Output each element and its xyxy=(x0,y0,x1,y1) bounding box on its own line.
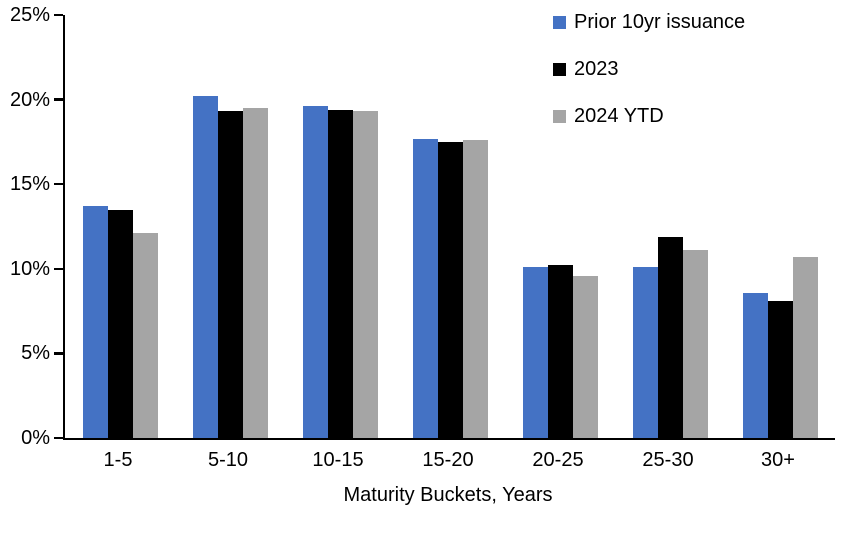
bar-2024-ytd xyxy=(132,233,158,438)
bar-groups xyxy=(65,15,835,438)
bar-2024-ytd xyxy=(352,111,378,438)
bar-group xyxy=(615,15,725,438)
bar-group xyxy=(505,15,615,438)
bar-2024-ytd xyxy=(462,140,488,438)
bar-prior-10yr-issuance xyxy=(82,206,108,438)
y-axis-tick-label: 25% xyxy=(9,4,50,26)
legend-swatch-icon xyxy=(553,15,566,29)
x-axis-tick-label: 25-30 xyxy=(642,449,694,471)
bar-prior-10yr-issuance xyxy=(302,106,328,438)
legend-item: Prior 10yr issuance xyxy=(553,10,745,34)
bar-2024-ytd xyxy=(572,275,598,438)
legend-item: 2023 xyxy=(553,57,745,81)
bar-2024-ytd xyxy=(242,108,268,438)
legend-label: 2024 YTD xyxy=(574,104,664,127)
y-axis-tick xyxy=(54,182,63,186)
legend-swatch-icon xyxy=(553,109,566,123)
y-axis-labels: 0% 5% 10% 15% 20% 25% xyxy=(0,4,50,449)
y-axis-tick-label: 10% xyxy=(9,257,50,280)
y-axis-tick xyxy=(54,98,63,101)
bar-group xyxy=(65,15,175,438)
bar-group xyxy=(725,15,835,438)
bar-group xyxy=(175,15,285,438)
y-axis-tick xyxy=(54,436,63,440)
legend: Prior 10yr issuance 2023 2024 YTD xyxy=(553,10,745,151)
x-axis-tick-label: 15-20 xyxy=(422,449,474,471)
bar-2023 xyxy=(767,300,793,438)
bar-prior-10yr-issuance xyxy=(632,267,658,438)
x-axis-tick-label: 20-25 xyxy=(532,449,584,471)
bar-2024-ytd xyxy=(792,256,818,438)
bar-prior-10yr-issuance xyxy=(742,292,768,438)
bar-group xyxy=(395,15,505,438)
y-axis-tick-label: 20% xyxy=(9,88,50,111)
bar-2023 xyxy=(327,109,353,438)
y-axis-tick-label: 5% xyxy=(21,342,50,365)
x-axis-labels: 1-5 5-10 10-15 15-20 20-25 25-30 30+ xyxy=(63,449,833,472)
bar-2024-ytd xyxy=(682,250,708,438)
bar-prior-10yr-issuance xyxy=(412,138,438,438)
bar-2023 xyxy=(217,111,243,438)
bar-group xyxy=(285,15,395,438)
x-axis-tick-label: 30+ xyxy=(761,449,795,471)
y-axis-tick-label: 15% xyxy=(9,173,50,196)
bar-2023 xyxy=(547,265,573,438)
legend-label: 2023 xyxy=(574,57,619,80)
x-axis-title: Maturity Buckets, Years xyxy=(343,484,553,506)
legend-item: 2024 YTD xyxy=(553,104,745,128)
x-axis-tick-label: 5-10 xyxy=(207,449,249,471)
bar-2023 xyxy=(107,209,133,438)
bar-prior-10yr-issuance xyxy=(192,96,218,438)
bar-2023 xyxy=(657,236,683,438)
legend-swatch-icon xyxy=(553,62,566,76)
x-axis-tick-label: 1-5 xyxy=(103,449,133,471)
y-axis-tick xyxy=(54,13,63,17)
y-axis-tick xyxy=(54,352,63,355)
y-axis-tick xyxy=(54,267,63,271)
x-axis-tick-label: 10-15 xyxy=(312,449,364,471)
y-axis-tick-label: 0% xyxy=(21,427,50,449)
plot-area xyxy=(54,13,835,440)
bar-prior-10yr-issuance xyxy=(522,267,548,438)
legend-label: Prior 10yr issuance xyxy=(574,10,746,33)
bar-2023 xyxy=(437,141,463,438)
